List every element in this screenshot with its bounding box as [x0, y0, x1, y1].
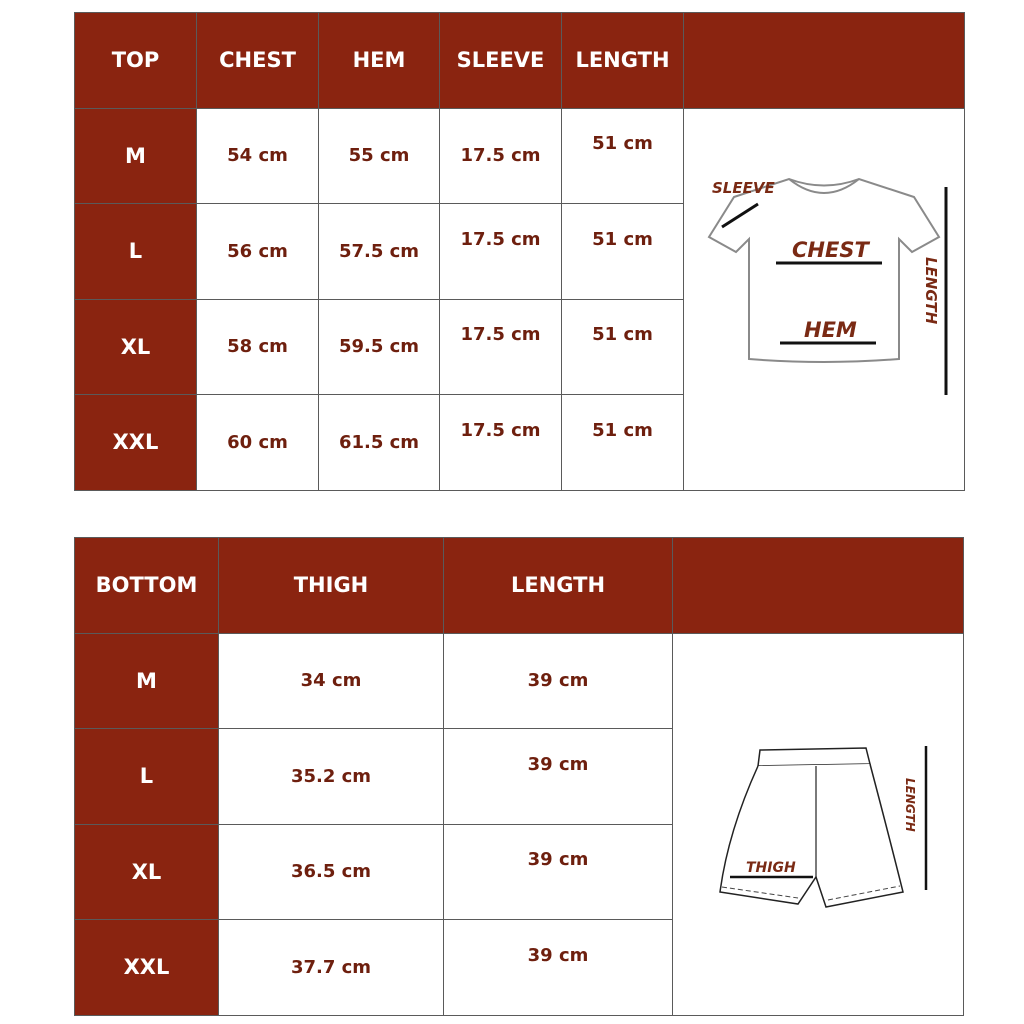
table-row: XL 58 cm 59.5 cm 17.5 cm 51 cm — [74, 298, 965, 395]
tshirt-diagram: SLEEVE CHEST HEM LENGTH — [683, 107, 965, 491]
length-value: 51 cm — [561, 298, 684, 395]
tshirt-illustration: SLEEVE CHEST HEM LENGTH — [707, 177, 948, 395]
length-value: 39 cm — [443, 919, 673, 1016]
length-text: 39 cm — [527, 944, 589, 966]
table-row: M 54 cm 55 cm 17.5 cm 51 cm SLEEVE CHEST… — [74, 107, 965, 491]
thigh-value: 36.5 cm — [218, 823, 444, 920]
length-text: 39 cm — [527, 753, 589, 775]
length-value: 51 cm — [561, 394, 684, 491]
header-hem: HEM — [318, 12, 440, 109]
top-header-row: TOP CHEST HEM SLEEVE LENGTH — [74, 12, 965, 109]
table-row: XXL 60 cm 61.5 cm 17.5 cm 51 cm — [74, 394, 965, 491]
sleeve-value: 17.5 cm — [439, 298, 562, 395]
hem-value: 59.5 cm — [318, 298, 440, 395]
table-row: XL 36.5 cm 39 cm — [74, 823, 964, 920]
length-value: 39 cm — [443, 632, 673, 729]
size-label: L — [74, 728, 219, 825]
header-bottom: BOTTOM — [74, 537, 219, 634]
length-label: LENGTH — [922, 257, 940, 325]
length-text: 39 cm — [527, 849, 589, 871]
sleeve-value: 17.5 cm — [439, 394, 562, 491]
length-value: 39 cm — [443, 728, 673, 825]
length-value: 51 cm — [561, 203, 684, 300]
chest-value: 54 cm — [196, 107, 319, 204]
thigh-value: 37.7 cm — [218, 919, 444, 1016]
hem-value: 55 cm — [318, 107, 440, 204]
table-row: M 34 cm 39 cm THIGH LENGTH — [74, 632, 964, 1016]
chest-value: 60 cm — [196, 394, 319, 491]
header-blank — [683, 12, 965, 109]
bottom-header-row: BOTTOM THIGH LENGTH — [74, 537, 964, 634]
sleeve-label: SLEEVE — [712, 179, 775, 197]
header-top: TOP — [74, 12, 197, 109]
hem-value: 61.5 cm — [318, 394, 440, 491]
chest-label: CHEST — [792, 238, 870, 262]
header-sleeve: SLEEVE — [439, 12, 562, 109]
chest-value: 56 cm — [196, 203, 319, 300]
header-length: LENGTH — [561, 12, 684, 109]
sleeve-value: 17.5 cm — [439, 107, 562, 204]
chest-value: 58 cm — [196, 298, 319, 395]
size-label: XXL — [74, 919, 219, 1016]
header-blank — [672, 537, 964, 634]
length-text: 51 cm — [592, 324, 653, 346]
length-label: LENGTH — [903, 778, 917, 832]
top-size-table: TOP CHEST HEM SLEEVE LENGTH M 54 cm 55 c… — [74, 12, 965, 491]
table-row: XXL 37.7 cm 39 cm — [74, 919, 964, 1016]
header-length: LENGTH — [443, 537, 673, 634]
bottom-size-table: BOTTOM THIGH LENGTH M 34 cm 39 cm THIGH … — [74, 537, 964, 1016]
thigh-label: THIGH — [746, 860, 796, 876]
length-text: 51 cm — [592, 419, 653, 441]
shorts-illustration: THIGH LENGTH — [719, 746, 928, 908]
header-chest: CHEST — [196, 12, 319, 109]
sleeve-text: 17.5 cm — [460, 324, 541, 346]
hem-value: 57.5 cm — [318, 203, 440, 300]
size-label: XL — [74, 823, 219, 920]
sleeve-arrow — [721, 202, 759, 229]
sleeve-text: 17.5 cm — [460, 419, 541, 441]
length-text: 51 cm — [592, 228, 653, 250]
sleeve-text: 17.5 cm — [460, 228, 541, 250]
length-text: 51 cm — [592, 133, 653, 155]
hem-label: HEM — [804, 318, 857, 342]
size-label: XL — [74, 298, 197, 395]
length-value: 51 cm — [561, 107, 684, 204]
shorts-diagram: THIGH LENGTH — [672, 632, 964, 1016]
sleeve-value: 17.5 cm — [439, 203, 562, 300]
size-label: M — [74, 107, 197, 204]
size-label: XXL — [74, 394, 197, 491]
thigh-value: 35.2 cm — [218, 728, 444, 825]
length-value: 39 cm — [443, 823, 673, 920]
size-label: M — [74, 632, 219, 729]
header-thigh: THIGH — [218, 537, 444, 634]
size-label: L — [74, 203, 197, 300]
thigh-value: 34 cm — [218, 632, 444, 729]
table-row: L 56 cm 57.5 cm 17.5 cm 51 cm — [74, 203, 965, 300]
